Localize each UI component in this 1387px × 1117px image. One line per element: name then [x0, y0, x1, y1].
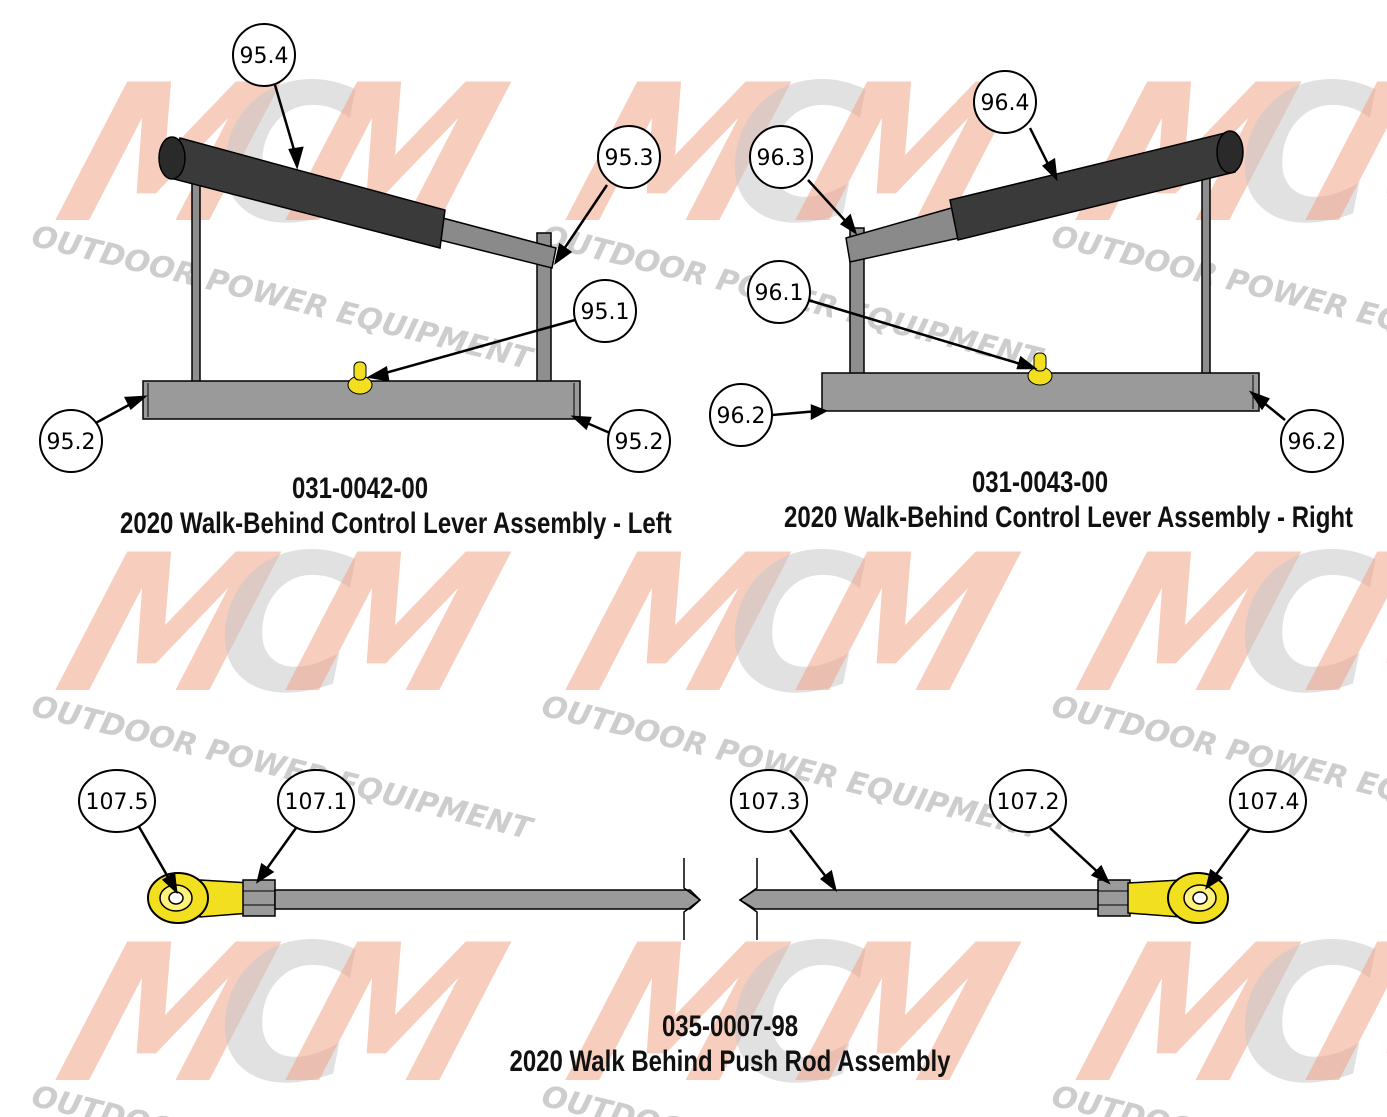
callout-107-4: 107.4	[1229, 769, 1307, 833]
svg-text:95.3: 95.3	[605, 146, 654, 171]
push-rod-assembly: 107.5 107.1 107.3 107.2 107.4	[78, 769, 1307, 940]
caption-left-assembly: 031-0042-00 2020 Walk-Behind Control Lev…	[120, 472, 672, 542]
grease-fitting-icon	[1027, 352, 1053, 386]
part-number: 031-0042-00	[291, 472, 429, 505]
caption-right-assembly: 031-0043-00 2020 Walk-Behind Control Lev…	[784, 466, 1354, 536]
svg-text:96.2: 96.2	[1288, 430, 1337, 455]
assembly-title: 2020 Walk-Behind Control Lever Assembly …	[784, 501, 1354, 534]
callout-96-3: 96.3	[749, 125, 813, 189]
svg-text:95.2: 95.2	[615, 430, 664, 455]
callout-96-4: 96.4	[973, 70, 1037, 134]
caption-push-rod-assembly: 035-0007-98 2020 Walk Behind Push Rod As…	[490, 1010, 970, 1080]
svg-text:95.1: 95.1	[581, 300, 630, 325]
svg-text:107.4: 107.4	[1237, 790, 1300, 815]
right-lever-assembly: 96.4 96.3 96.1 96.2 96.2	[709, 70, 1344, 473]
callout-95-4: 95.4	[232, 23, 296, 87]
callout-107-2: 107.2	[989, 769, 1067, 833]
svg-text:96.3: 96.3	[757, 146, 806, 171]
callout-107-3: 107.3	[730, 769, 808, 833]
svg-text:107.1: 107.1	[285, 790, 348, 815]
rod-end-right	[1127, 872, 1229, 924]
assembly-title: 2020 Walk Behind Push Rod Assembly	[509, 1045, 951, 1078]
svg-text:95.4: 95.4	[240, 44, 289, 69]
svg-text:96.4: 96.4	[981, 91, 1030, 116]
callout-95-3: 95.3	[597, 125, 661, 189]
part-number: 035-0007-98	[661, 1010, 799, 1043]
callout-95-2-left: 95.2	[39, 409, 103, 473]
svg-text:107.5: 107.5	[86, 790, 149, 815]
left-lever-assembly: 95.4 95.3 95.1 95.2 95.2	[39, 23, 671, 473]
part-number: 031-0043-00	[971, 466, 1109, 499]
callout-107-5: 107.5	[78, 769, 156, 833]
callout-96-1: 96.1	[747, 260, 811, 324]
assembly-title: 2020 Walk-Behind Control Lever Assembly …	[120, 507, 672, 540]
svg-text:96.2: 96.2	[717, 404, 766, 429]
svg-text:96.1: 96.1	[755, 281, 804, 306]
watermark-layer	[28, 43, 1387, 1117]
callout-96-2-right: 96.2	[1280, 409, 1344, 473]
rod-end-left	[147, 872, 251, 924]
callout-95-2-right: 95.2	[607, 409, 671, 473]
svg-text:107.2: 107.2	[997, 790, 1060, 815]
callout-95-1: 95.1	[573, 279, 637, 343]
callout-107-1: 107.1	[277, 769, 355, 833]
grease-fitting-icon	[347, 361, 373, 395]
callout-96-2-left: 96.2	[709, 383, 773, 447]
svg-text:95.2: 95.2	[47, 430, 96, 455]
svg-text:107.3: 107.3	[738, 790, 801, 815]
